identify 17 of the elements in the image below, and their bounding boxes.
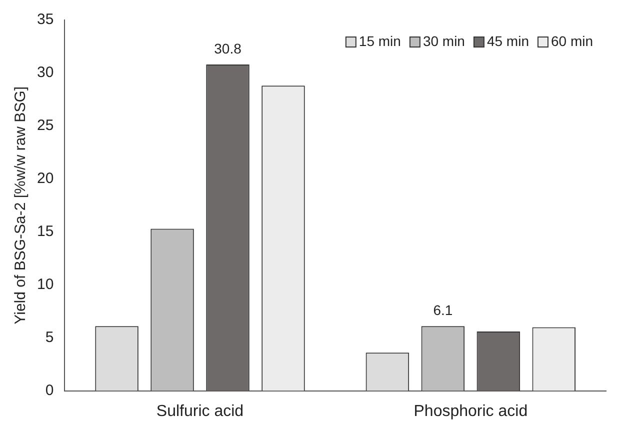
- y-axis-title: Yield of BSG-Sa-2 [%w/w raw BSG]: [12, 86, 30, 324]
- y-tick-label: 15: [36, 223, 54, 240]
- y-tick-label: 5: [45, 328, 54, 346]
- legend-label: 60 min: [550, 32, 594, 49]
- y-tick-label: 30: [36, 64, 54, 82]
- x-tick-label: Phosphoric acid: [414, 402, 528, 420]
- y-tick-label: 25: [36, 117, 54, 134]
- y-tick-label: 35: [36, 11, 54, 28]
- legend-label: 30 min: [422, 32, 465, 49]
- data-label: 30.8: [214, 40, 242, 56]
- legend-label: 45 min: [486, 32, 529, 49]
- data-label: 6.1: [433, 302, 453, 318]
- y-tick-label: 20: [36, 170, 54, 188]
- y-tick-label: 10: [36, 276, 54, 293]
- x-tick-label: Sulfuric acid: [156, 402, 244, 420]
- y-tick-label: 0: [45, 382, 54, 399]
- legend-label: 15 min: [358, 32, 401, 49]
